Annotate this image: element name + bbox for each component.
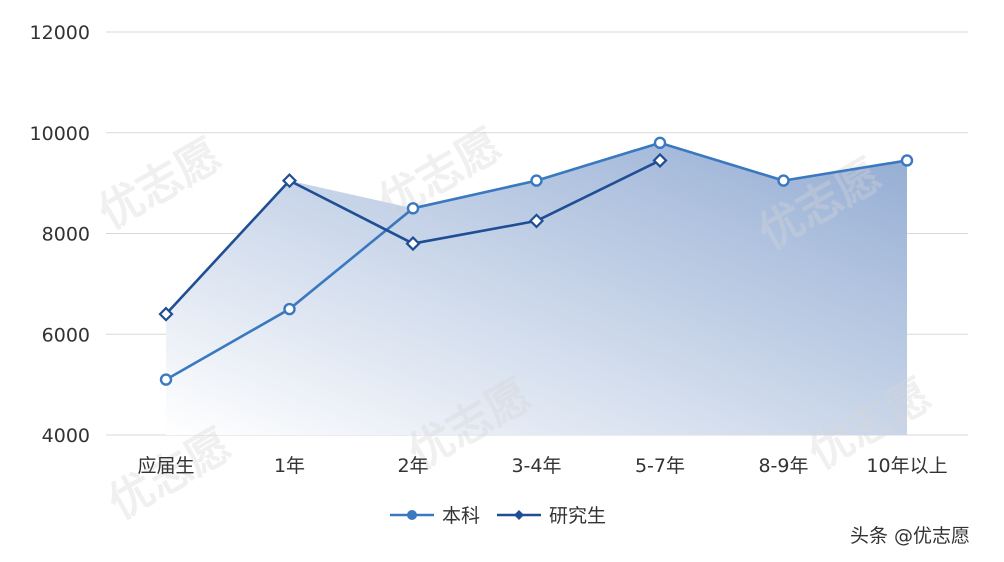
brand-watermark: 优志愿 [90,129,230,239]
x-tick-label: 3-4年 [511,455,561,477]
data-point-marker [528,213,545,229]
legend-label: 研究生 [549,505,606,527]
area-fill [166,142,907,435]
y-tick-label: 10000 [30,123,90,145]
data-point-marker [159,373,173,386]
series-markers [158,136,914,386]
x-tick-label: 8-9年 [758,455,808,477]
y-tick-label: 6000 [42,324,90,346]
tick-labels: 4000 6000 8000 10000 12000 应届生 1年 2年 3-4年 5-7年 8-9… [30,22,948,477]
data-point-marker [405,236,421,252]
legend-marker [407,510,417,520]
x-tick-label: 5-7年 [635,455,685,477]
data-point-marker [652,152,668,169]
x-tick-label: 1年 [274,455,305,477]
data-point-marker [530,174,543,187]
data-point-marker [653,136,667,150]
legend-label: 本科 [442,505,480,527]
area-fill-path [166,142,907,435]
data-point-marker [158,306,174,322]
y-tick-label: 8000 [42,224,90,246]
watermark-credit: 头条 @优志愿 [849,525,970,547]
data-point-marker [900,154,914,167]
data-point-marker [281,173,298,189]
legend-marker [514,510,524,520]
y-tick-label: 4000 [42,425,90,447]
legend: 本科 研究生 [390,505,606,527]
x-tick-label: 2年 [397,455,428,477]
x-tick-label: 应届生 [137,455,194,477]
data-point-marker [406,202,420,215]
data-point-marker [283,302,296,316]
y-tick-label: 12000 [30,22,90,44]
data-point-marker [777,174,790,187]
x-tick-label: 10年以上 [866,455,947,477]
